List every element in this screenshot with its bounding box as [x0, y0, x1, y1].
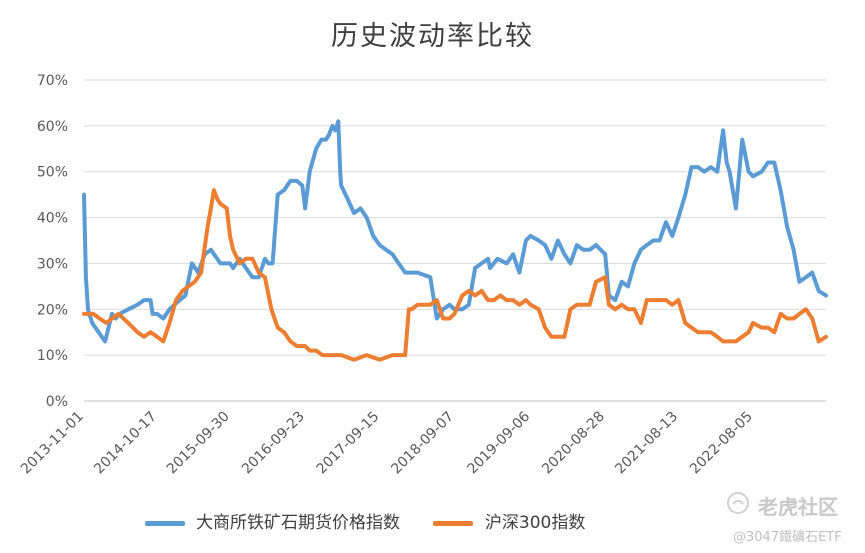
y-tick-label: 0% [46, 394, 68, 410]
legend-entry-csi300: 沪深300指数 [433, 508, 585, 533]
watermark-text: 老虎社区 [758, 495, 838, 519]
y-tick-label: 30% [37, 256, 68, 272]
y-tick-label: 70% [37, 73, 68, 89]
y-tick-label: 50% [37, 165, 68, 181]
x-tick-label: 2022-08-05 [687, 409, 756, 478]
tiger-logo-icon [727, 492, 749, 514]
legend-label-iron-ore: 大商所铁矿石期货价格指数 [196, 513, 401, 533]
legend-swatch-iron-ore [144, 520, 185, 526]
y-axis-tick-labels: 0% 10% 20% 30% 40% 50% 60% 70% [37, 73, 68, 410]
y-tick-label: 40% [37, 211, 68, 227]
x-tick-label: 2015-09-30 [164, 409, 233, 478]
x-tick-label: 2019-09-06 [464, 408, 533, 477]
chart-title: 历史波动率比较 [331, 21, 534, 52]
legend: 大商所铁矿石期货价格指数 沪深300指数 [0, 508, 730, 533]
legend-swatch-csi300 [433, 520, 474, 526]
watermark-handle: @3047鐵礦石ETF [733, 530, 842, 545]
x-axis-tick-labels: 2013-11-01 2014-10-17 2015-09-30 2016-09-23… [18, 408, 756, 477]
x-tick-label: 2013-11-01 [18, 409, 87, 478]
series-lines [82, 119, 828, 362]
chart-plot-area: 0% 10% 20% 30% 40% 50% 60% 70% 2013-11-01 2014-1… [18, 73, 828, 477]
series-line-csi300 [82, 188, 828, 362]
y-tick-label: 20% [37, 302, 68, 318]
x-tick-label: 2014-10-17 [91, 409, 160, 478]
grid-lines [84, 79, 826, 402]
x-tick-label: 2021-08-13 [612, 409, 681, 478]
x-tick-label: 2020-08-28 [539, 409, 608, 478]
legend-entry-iron-ore: 大商所铁矿石期货价格指数 [144, 508, 401, 533]
x-tick-label: 2016-09-23 [239, 409, 308, 478]
y-tick-label: 60% [37, 119, 68, 135]
legend-label-csi300: 沪深300指数 [484, 513, 586, 533]
x-tick-label: 2017-09-15 [314, 409, 383, 478]
x-tick-label: 2018-09-07 [388, 409, 457, 478]
y-tick-label: 10% [37, 348, 68, 364]
